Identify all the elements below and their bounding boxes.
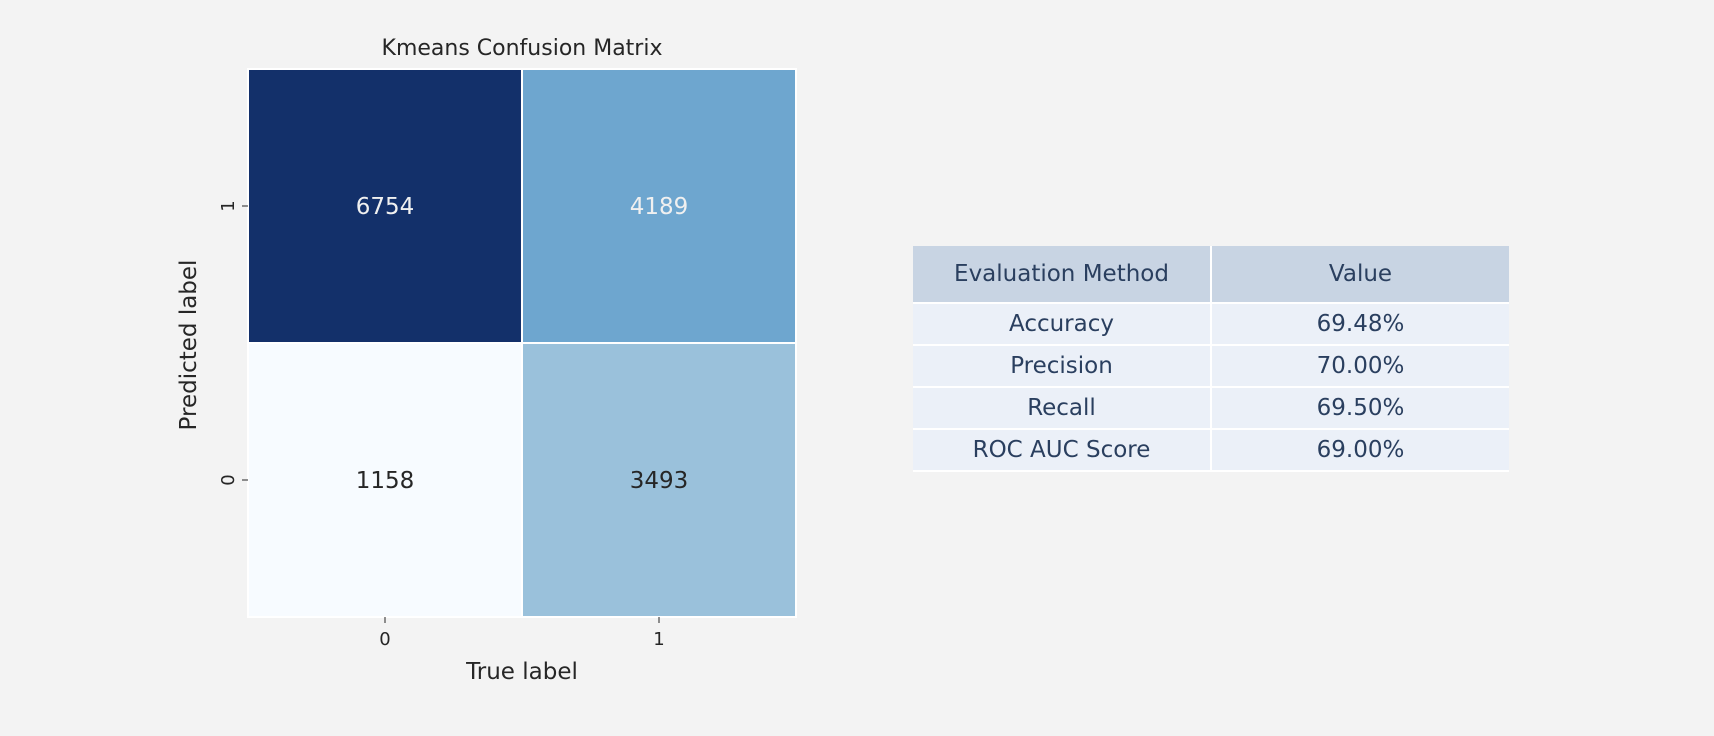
cell-value-label: 1158 <box>356 468 415 494</box>
cell-value-label: 6754 <box>356 194 415 220</box>
heatmap-cell <box>521 342 797 618</box>
table-row: Precision 70.00% <box>913 345 1509 388</box>
x-tick-label: 0 <box>379 629 390 650</box>
y-tick-label: 1 <box>218 200 239 211</box>
heatmap-cell <box>521 68 797 344</box>
table-cell-value: 69.48% <box>1211 302 1509 346</box>
x-axis-label: True label <box>465 659 578 685</box>
table-header-method: Evaluation Method <box>913 246 1212 304</box>
table-cell-value: 69.00% <box>1211 429 1509 472</box>
table-cell-method: ROC AUC Score <box>913 429 1212 472</box>
evaluation-table: Evaluation Method Value Accuracy 69.48% Pr… <box>913 246 1509 472</box>
table-cell-method: Accuracy <box>913 302 1212 346</box>
heatmap-cells: 6754 4189 1158 3493 <box>247 68 797 618</box>
y-tick-label: 0 <box>218 474 239 485</box>
x-tick-label: 1 <box>653 629 664 650</box>
heatmap-cell <box>247 68 523 344</box>
axis-ticks: 0 1 1 0 <box>218 200 665 650</box>
table-cell-method: Recall <box>913 387 1212 430</box>
cell-value-label: 4189 <box>630 194 689 220</box>
table-cell-value: 69.50% <box>1211 387 1509 430</box>
table-header-row: Evaluation Method Value <box>913 246 1509 304</box>
chart-title: Kmeans Confusion Matrix <box>382 36 663 61</box>
table-body: Accuracy 69.48% Precision 70.00% Recall 69.50… <box>913 302 1509 472</box>
table-row: ROC AUC Score 69.00% <box>913 429 1509 472</box>
cell-value-label: 3493 <box>630 468 689 494</box>
table-cell-method: Precision <box>913 345 1212 388</box>
y-axis-label: Predicted label <box>176 260 202 431</box>
table-cell-value: 70.00% <box>1211 345 1509 388</box>
table-row: Recall 69.50% <box>913 387 1509 430</box>
table-header-value: Value <box>1211 246 1509 304</box>
table-row: Accuracy 69.48% <box>913 302 1509 346</box>
